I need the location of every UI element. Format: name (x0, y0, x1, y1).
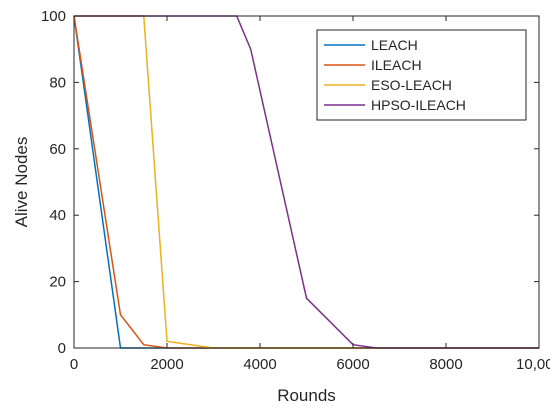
y-tick-label: 20 (49, 274, 66, 291)
legend: LEACH ILEACH ESO-LEACH HPSO-ILEACH (316, 29, 527, 121)
legend-label: LEACH (371, 37, 418, 53)
plot-area-border (73, 15, 540, 349)
y-tick-label: 40 (49, 207, 66, 224)
legend-label: HPSO-ILEACH (371, 97, 466, 113)
x-tick-label: 4000 (243, 356, 276, 373)
x-tick-label: 8000 (429, 356, 462, 373)
y-tick-label: 60 (49, 141, 66, 158)
x-tick-label: 2000 (150, 356, 183, 373)
ticks-layer: 0 2000 4000 6000 8000 10,000 0 20 40 60 80 100 (41, 8, 550, 373)
x-axis-label: Rounds (277, 386, 336, 405)
y-tick-label: 80 (49, 74, 66, 91)
y-axis-label: Alive Nodes (12, 137, 31, 228)
y-tick-label: 100 (41, 8, 66, 25)
x-tick-label: 0 (70, 356, 78, 373)
legend-label: ESO-LEACH (371, 77, 452, 93)
legend-label: ILEACH (371, 57, 422, 73)
y-tick-label: 0 (58, 340, 66, 357)
x-tick-label: 10,000 (516, 356, 550, 373)
x-tick-label: 6000 (336, 356, 369, 373)
